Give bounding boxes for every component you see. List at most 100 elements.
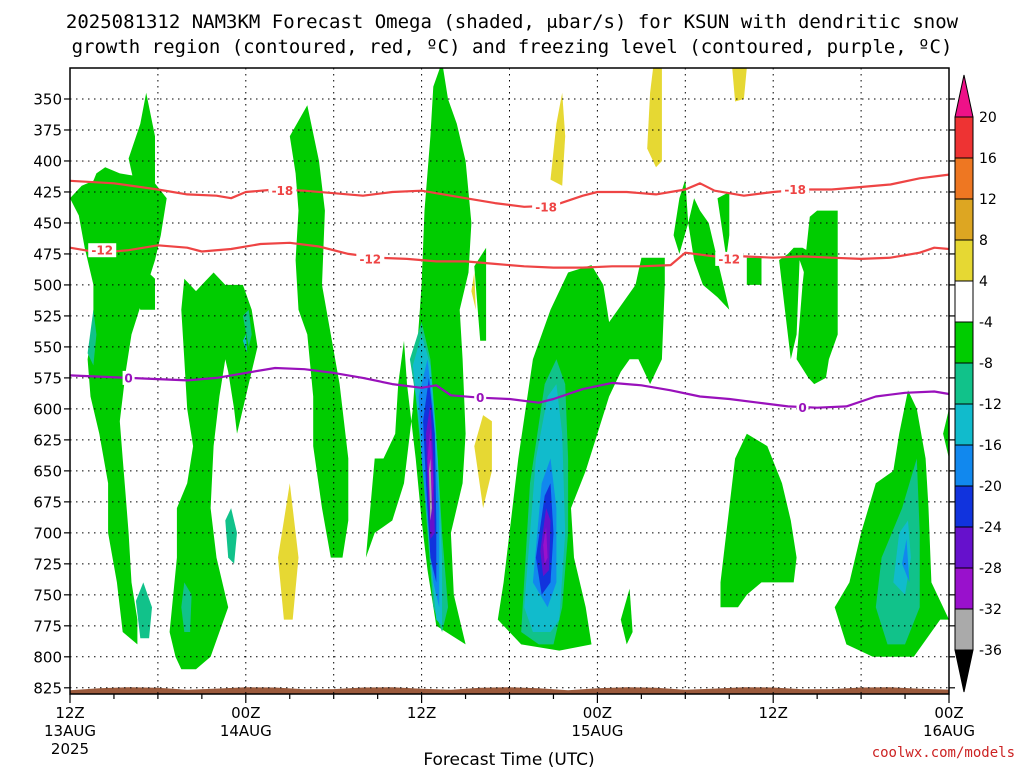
colorbar-label: -36 <box>979 643 1002 659</box>
contour-label: -18 <box>784 183 806 197</box>
contour-0-line <box>69 366 950 409</box>
contour-label: -18 <box>535 200 557 214</box>
contour-label: -18 <box>272 184 294 198</box>
y-tick-label: 600 <box>33 400 62 418</box>
y-tick-label: 425 <box>33 183 62 201</box>
x-tick-label: 15AUG <box>571 722 623 740</box>
colorbar-label: -12 <box>979 397 1002 413</box>
colorbar-bin <box>954 321 974 364</box>
omega-region-44 <box>732 68 747 102</box>
y-tick-label: 825 <box>33 679 62 697</box>
contour-label-bg <box>474 390 487 405</box>
omega-region-4 <box>289 105 349 558</box>
colorbar-label: -24 <box>979 520 1002 536</box>
y-tick-label: 650 <box>33 462 62 480</box>
chart-title-line1: 2025081312 NAM3KM Forecast Omega (shaded… <box>66 11 959 33</box>
x-tick-label: 00Z <box>231 704 260 722</box>
contour-label: 0 <box>798 401 806 415</box>
contour-label: -12 <box>91 244 113 258</box>
contour-label-bg <box>88 243 117 258</box>
colorbar-bin <box>954 116 974 159</box>
omega-region-20 <box>225 508 237 564</box>
contour-minus12-line <box>69 241 950 269</box>
contour-label-bg <box>715 251 744 266</box>
y-tick-label: 375 <box>33 121 62 139</box>
omega-region-37 <box>543 526 548 564</box>
y-tick-label: 575 <box>33 369 62 387</box>
omega-region-16 <box>943 408 949 459</box>
omega-region-27 <box>242 334 248 354</box>
contour-label-bg <box>356 251 385 266</box>
omega-region-14 <box>720 433 797 608</box>
omega-region-39 <box>278 483 299 620</box>
colorbar-label: -32 <box>979 602 1002 618</box>
contour-label-bg <box>532 199 561 214</box>
credit-text: coolwx.com/models <box>872 745 1015 761</box>
omega-region-18 <box>135 582 152 639</box>
contour-label: 0 <box>476 391 484 405</box>
ground-surface <box>70 687 949 694</box>
colorbar-label: -4 <box>979 315 993 331</box>
omega-region-38 <box>428 458 432 521</box>
colorbar-label: -16 <box>979 438 1002 454</box>
contour-label-bg <box>796 400 809 415</box>
colorbar-bin <box>954 567 974 610</box>
colorbar-label: -28 <box>979 561 1002 577</box>
x-tick-label: 12Z <box>407 704 436 722</box>
omega-region-0 <box>70 167 167 645</box>
x-tick-label: 14AUG <box>220 722 272 740</box>
omega-region-7 <box>497 257 665 651</box>
colorbar-bin <box>954 485 974 528</box>
omega-region-21 <box>242 309 252 347</box>
colorbar-bin <box>954 157 974 200</box>
omega-region-19 <box>181 582 192 632</box>
omega-region-3 <box>169 272 258 670</box>
x-axis-label: Forecast Time (UTC) <box>423 750 594 768</box>
omega-region-31 <box>902 539 910 583</box>
colorbar-label: 8 <box>979 233 988 249</box>
omega-region-9 <box>673 179 730 310</box>
omega-region-13 <box>796 210 838 385</box>
omega-region-15 <box>834 390 949 657</box>
colorbar-label: 12 <box>979 192 997 208</box>
x-tick-label: 12Z <box>759 704 788 722</box>
colorbar-label: 4 <box>979 274 988 290</box>
contour-label: -12 <box>359 252 381 266</box>
colorbar-bin <box>954 280 974 323</box>
x-tick-label: 2025 <box>51 740 89 758</box>
omega-region-41 <box>471 272 476 310</box>
omega-region-11 <box>746 257 762 285</box>
x-tick-label: 13AUG <box>44 722 96 740</box>
colorbar-bin <box>954 362 974 405</box>
y-tick-label: 675 <box>33 493 62 511</box>
colorbar-bin <box>954 239 974 282</box>
y-tick-label: 625 <box>33 431 62 449</box>
y-tick-label: 450 <box>33 214 62 232</box>
colorbar-label: 20 <box>979 110 997 126</box>
contour-label: 0 <box>124 371 132 385</box>
y-tick-label: 525 <box>33 307 62 325</box>
y-tick-label: 700 <box>33 524 62 542</box>
colorbar-top-arrow <box>954 74 974 118</box>
colorbar-label: -20 <box>979 479 1002 495</box>
colorbar: 20 16 12 8 4 -4 -8 -12 -16 -20 -24 -28 -32 -36 <box>954 74 1002 693</box>
colorbar-label: 16 <box>979 151 997 167</box>
omega-region-10 <box>717 192 730 258</box>
colorbar-bin <box>954 444 974 487</box>
y-axis-ticks: 350 375 400 425 450 475 500 525 550 575 600 625 650 6… <box>33 90 955 697</box>
omega-region-8 <box>620 588 633 645</box>
contour-label: -12 <box>718 252 740 266</box>
omega-region-43 <box>647 68 662 168</box>
y-tick-label: 350 <box>33 90 62 108</box>
y-tick-label: 800 <box>33 648 62 666</box>
colorbar-bin <box>954 403 974 446</box>
omega-region-42 <box>550 92 566 186</box>
colorbar-bin <box>954 526 974 569</box>
y-tick-label: 750 <box>33 586 62 604</box>
y-tick-label: 725 <box>33 555 62 573</box>
colorbar-label: -8 <box>979 356 993 372</box>
omega-shading <box>70 68 949 670</box>
colorbar-bin <box>954 608 974 651</box>
